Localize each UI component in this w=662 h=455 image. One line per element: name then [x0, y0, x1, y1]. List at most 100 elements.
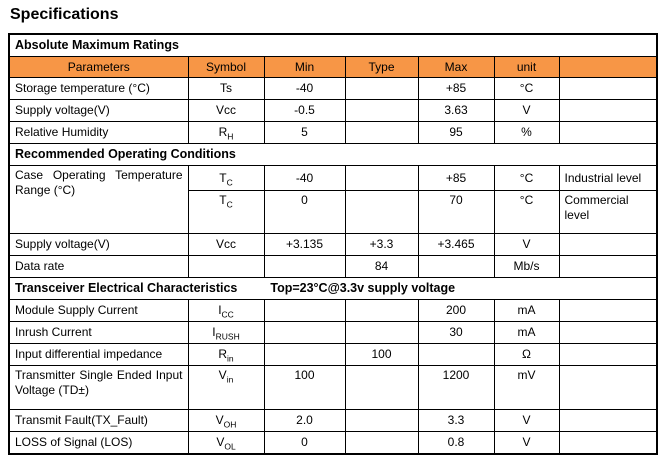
cell-max: +85 [417, 165, 495, 191]
cell-type [344, 165, 419, 191]
cell-symbol: Vcc [187, 99, 265, 122]
cell-unit: °C [493, 77, 560, 100]
cell-type: 100 [344, 343, 419, 366]
section-title-text: Transceiver Electrical Characteristics [15, 281, 238, 295]
cell-min: -40 [263, 165, 346, 191]
cell-note [558, 233, 658, 256]
column-header-row: Parameters Symbol Min Type Max unit [8, 56, 658, 78]
cell-unit: mA [493, 321, 560, 344]
cell-note [558, 409, 658, 432]
cell-min [263, 343, 346, 366]
section-subtitle-supply-condition: Top=23°C@3.3v supply voltage [270, 281, 456, 295]
cell-max: +3.465 [417, 233, 495, 256]
column-header-min: Min [263, 56, 346, 78]
table-row-transmit-fault: Transmit Fault(TX_Fault) VOH 2.0 3.3 V [8, 409, 658, 432]
cell-max: +85 [417, 77, 495, 100]
cell-min [263, 255, 346, 278]
table-row-case-temp-industrial: Case Operating Temperature Range (°C) TC… [8, 165, 658, 234]
cell-parameter: Supply voltage(V) [8, 233, 189, 256]
table-row-loss-of-signal: LOSS of Signal (LOS) VOL 0 0.8 V [8, 431, 658, 455]
table-row-case-temp-commercial: TC 0 70 °C Commercial level [9, 190, 658, 234]
column-header-unit: unit [493, 56, 560, 78]
cell-symbol: Ts [187, 77, 265, 100]
cell-min: +3.135 [263, 233, 346, 256]
cell-symbol: IRUSH [187, 321, 265, 344]
cell-min: -40 [263, 77, 346, 100]
cell-symbol: TC [187, 165, 265, 191]
specifications-table: Absolute Maximum Ratings Parameters Symb… [8, 33, 659, 455]
cell-unit: V [493, 409, 560, 432]
section-row-transceiver-electrical-characteristics: Transceiver Electrical Characteristics To… [8, 277, 658, 300]
cell-type [344, 431, 419, 455]
cell-max [417, 255, 495, 278]
cell-parameter: Transmitter Single Ended Input Voltage (… [8, 365, 189, 410]
cell-type: 84 [344, 255, 419, 278]
cell-type: +3.3 [344, 233, 419, 256]
cell-type [344, 99, 419, 122]
cell-symbol: TC [187, 190, 265, 234]
column-header-symbol: Symbol [187, 56, 265, 78]
cell-note [558, 121, 658, 144]
cell-type [344, 321, 419, 344]
table-row-data-rate: Data rate 84 Mb/s [8, 255, 658, 278]
cell-unit: Mb/s [493, 255, 560, 278]
cell-max: 30 [417, 321, 495, 344]
cell-note [558, 99, 658, 122]
column-header-type: Type [344, 56, 419, 78]
cell-type [344, 299, 419, 322]
cell-max: 95 [417, 121, 495, 144]
cell-symbol [187, 255, 265, 278]
table-row-relative-humidity: Relative Humidity RH 5 95 % [8, 121, 658, 144]
cell-note [558, 255, 658, 278]
cell-parameter: Module Supply Current [8, 299, 189, 322]
cell-type [344, 121, 419, 144]
cell-note [558, 431, 658, 455]
cell-type [344, 77, 419, 100]
cell-symbol: VOH [187, 409, 265, 432]
section-title-transceiver-electrical-characteristics: Transceiver Electrical Characteristics To… [8, 277, 658, 300]
cell-symbol: Rin [187, 343, 265, 366]
cell-parameter: Relative Humidity [8, 121, 189, 144]
cell-parameter: Inrush Current [8, 321, 189, 344]
cell-note [558, 365, 658, 410]
cell-type [344, 409, 419, 432]
cell-parameter: LOSS of Signal (LOS) [8, 431, 189, 455]
column-header-note [558, 56, 658, 78]
cell-unit: °C [493, 165, 560, 191]
page-title: Specifications [10, 6, 119, 23]
cell-parameter-case-operating-temperature: Case Operating Temperature Range (°C) [8, 165, 189, 234]
cell-max [417, 343, 495, 366]
cell-unit: V [493, 431, 560, 455]
section-title-absolute-maximum-ratings: Absolute Maximum Ratings [8, 33, 658, 57]
cell-note: Commercial level [558, 190, 658, 234]
cell-symbol: Vcc [187, 233, 265, 256]
cell-unit: % [493, 121, 560, 144]
cell-parameter: Input differential impedance [8, 343, 189, 366]
cell-type [344, 190, 419, 234]
cell-parameter: Transmit Fault(TX_Fault) [8, 409, 189, 432]
cell-unit: V [493, 99, 560, 122]
cell-max: 0.8 [417, 431, 495, 455]
table-row-supply-voltage-abs: Supply voltage(V) Vcc -0.5 3.63 V [8, 99, 658, 122]
table-row-storage-temperature: Storage temperature (°C) Ts -40 +85 °C [8, 77, 658, 100]
section-title-recommended-operating-conditions: Recommended Operating Conditions [8, 143, 658, 166]
cell-note [558, 299, 658, 322]
cell-min: 2.0 [263, 409, 346, 432]
cell-note: Industrial level [558, 165, 658, 191]
cell-min: 0 [263, 431, 346, 455]
cell-unit: mA [493, 299, 560, 322]
table-row-transmitter-input-voltage: Transmitter Single Ended Input Voltage (… [8, 365, 658, 410]
cell-note [558, 321, 658, 344]
cell-parameter: Supply voltage(V) [8, 99, 189, 122]
cell-unit: V [493, 233, 560, 256]
cell-note [558, 343, 658, 366]
cell-symbol: Vin [187, 365, 265, 410]
table-row-input-differential-impedance: Input differential impedance Rin 100 Ω [8, 343, 658, 366]
section-row-absolute-maximum-ratings: Absolute Maximum Ratings [8, 33, 658, 57]
cell-min: -0.5 [263, 99, 346, 122]
table-row-module-supply-current: Module Supply Current ICC 200 mA [8, 299, 658, 322]
cell-max: 200 [417, 299, 495, 322]
cell-min: 0 [263, 190, 346, 234]
column-header-parameters: Parameters [8, 56, 189, 78]
column-header-max: Max [417, 56, 495, 78]
